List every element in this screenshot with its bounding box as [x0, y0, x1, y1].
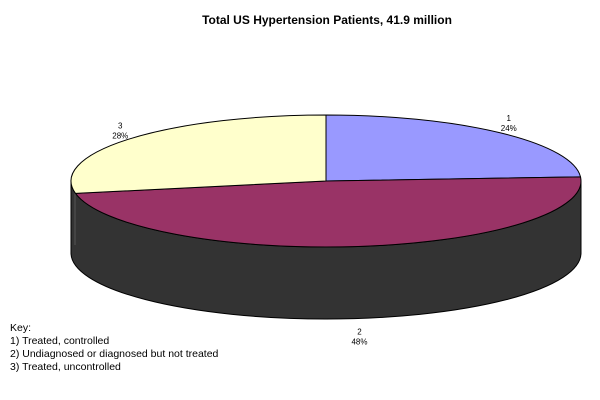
legend-entry-2: 2) Undiagnosed or diagnosed but not trea…: [10, 348, 219, 360]
pie-slice-2: [74, 176, 582, 248]
slice-label-2: 2: [357, 327, 362, 336]
legend-entry-1: 1) Treated, controlled: [10, 335, 110, 347]
pie-top-layer: [70, 114, 582, 248]
legend-heading: Key:: [10, 322, 32, 334]
slice-percent-1: 24%: [501, 124, 517, 133]
legend: Key: 1) Treated, controlled 2) Undiagnos…: [10, 322, 218, 374]
pie-slice-3: [70, 114, 327, 194]
pie-slice-1: [325, 114, 582, 182]
chart-title: Total US Hypertension Patients, 41.9 mil…: [202, 13, 452, 27]
legend-entry-3: 3) Treated, uncontrolled: [10, 361, 121, 373]
slice-percent-2: 48%: [351, 337, 367, 346]
slice-percent-3: 28%: [112, 132, 128, 141]
pie-label-layer: 124% 248% 328%: [112, 114, 517, 346]
slice-label-3: 3: [118, 122, 123, 131]
slice-label-1: 1: [507, 114, 512, 123]
